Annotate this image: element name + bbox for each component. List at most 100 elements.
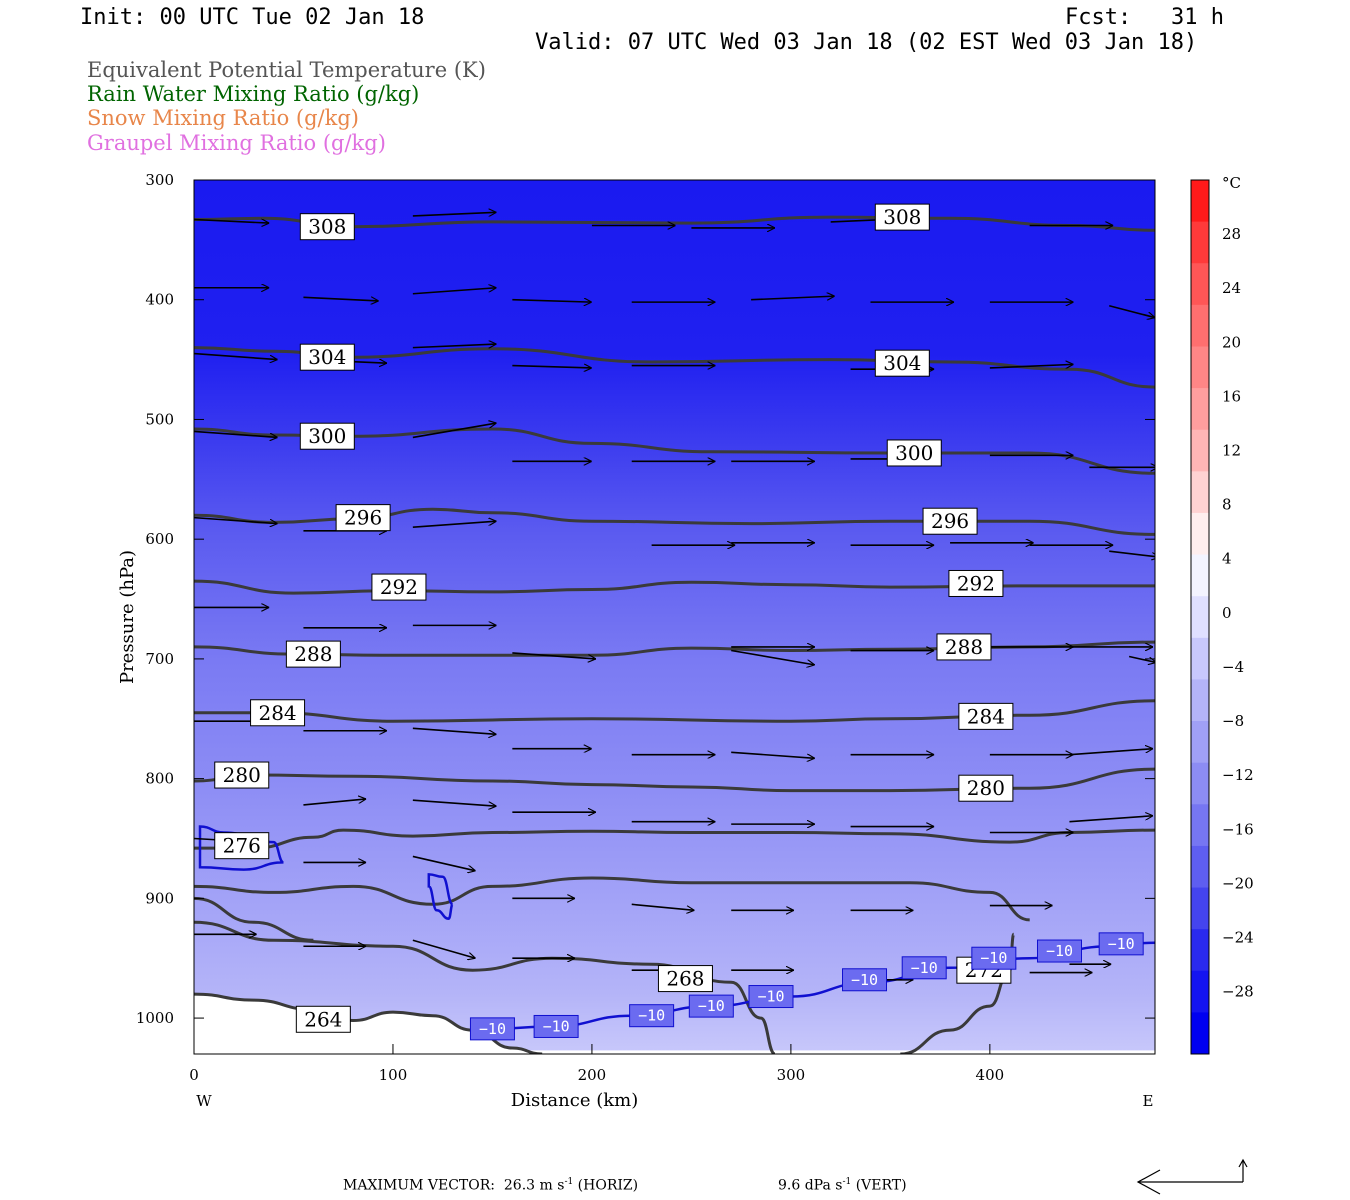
colorbar-swatch bbox=[1191, 554, 1209, 597]
contour-label-box bbox=[335, 504, 391, 532]
wind-vector bbox=[412, 344, 497, 349]
contour-label: 292 bbox=[957, 571, 995, 595]
y-axis-label: Pressure (hPa) bbox=[117, 550, 138, 684]
isotherm-label-box bbox=[748, 985, 794, 1009]
isotherm-label: −10 bbox=[479, 1020, 506, 1038]
colorbar-label: 0 bbox=[1222, 604, 1232, 622]
colorbar-swatch bbox=[1191, 471, 1209, 514]
isotherm-label-box bbox=[469, 1017, 515, 1041]
y-tick-label: 1000 bbox=[136, 1009, 174, 1027]
colorbar-label: 16 bbox=[1222, 387, 1241, 405]
contour-label: 304 bbox=[308, 345, 346, 369]
wind-vector bbox=[412, 799, 497, 806]
contour-label-box bbox=[299, 343, 355, 371]
horiz-unit: m s bbox=[539, 1177, 565, 1194]
colorbar-label: 20 bbox=[1222, 333, 1241, 351]
horiz-value: 26.3 bbox=[503, 1177, 536, 1194]
contour-label-box bbox=[299, 213, 355, 241]
isotherm-label: −10 bbox=[543, 1017, 570, 1035]
contour-label-box bbox=[285, 640, 341, 668]
wind-vector bbox=[1109, 550, 1155, 557]
contour-label: 308 bbox=[308, 215, 346, 239]
wind-vector bbox=[412, 212, 497, 217]
isotherm-label: −10 bbox=[980, 949, 1007, 967]
plot-background bbox=[194, 180, 1155, 1054]
x-tick-label: 200 bbox=[578, 1066, 607, 1084]
colorbar-swatch bbox=[1191, 221, 1209, 264]
wind-vector bbox=[194, 218, 269, 224]
contour-label: 300 bbox=[308, 424, 346, 448]
y-tick-label: 400 bbox=[145, 291, 174, 309]
wind-vector bbox=[194, 352, 278, 360]
wind-vector bbox=[1128, 655, 1155, 663]
x-tick-label: 0 bbox=[189, 1066, 199, 1084]
contour-label-box bbox=[958, 774, 1014, 802]
contour-label: 288 bbox=[945, 635, 983, 659]
colorbar-swatch bbox=[1191, 970, 1209, 1013]
colorbar-label: −20 bbox=[1222, 874, 1254, 892]
colorbar-label: 8 bbox=[1222, 496, 1232, 514]
isotherm-label: −10 bbox=[911, 959, 938, 977]
isotherm-label-box bbox=[1036, 939, 1082, 963]
contour-label-box bbox=[922, 507, 978, 535]
below-ground-area bbox=[194, 994, 1155, 1054]
isotherm-label-box bbox=[842, 968, 888, 992]
wind-vector bbox=[631, 903, 695, 910]
colorbar-swatch bbox=[1191, 346, 1209, 389]
colorbar-label: 28 bbox=[1222, 225, 1241, 243]
isotherm-label: −10 bbox=[1108, 935, 1135, 953]
colorbar-swatch bbox=[1191, 596, 1209, 639]
contour-label-box bbox=[886, 439, 942, 467]
contour-label-box bbox=[299, 422, 355, 450]
contour-label: 292 bbox=[380, 575, 418, 599]
wind-vector bbox=[194, 516, 278, 524]
isotherm-label: −10 bbox=[698, 997, 725, 1015]
x-tick-label: 100 bbox=[379, 1066, 408, 1084]
y-tick-label: 700 bbox=[145, 650, 174, 668]
wind-vector bbox=[412, 288, 497, 295]
vert-key-arrowhead bbox=[1238, 1158, 1248, 1168]
colorbar-label: 24 bbox=[1222, 279, 1241, 297]
wind-vector bbox=[412, 855, 476, 870]
colorbar-label: −28 bbox=[1222, 983, 1254, 1001]
contour-label: 284 bbox=[258, 701, 296, 725]
colorbar-label: −24 bbox=[1222, 928, 1254, 946]
init-time: Init: 00 UTC Tue 02 Jan 18 bbox=[80, 5, 425, 30]
isotherm-label-box bbox=[971, 946, 1017, 970]
y-tick-label: 900 bbox=[145, 889, 174, 907]
x-tick-label: 400 bbox=[976, 1066, 1005, 1084]
horiz-key-arrowhead bbox=[1136, 1169, 1161, 1195]
isotherm-label-box bbox=[901, 956, 947, 980]
y-tick-label: 500 bbox=[145, 410, 174, 428]
legend-rain-water: Rain Water Mixing Ratio (g/kg) bbox=[87, 82, 420, 106]
contour-label-box bbox=[250, 699, 306, 727]
colorbar-label: −8 bbox=[1222, 712, 1244, 730]
colorbar-swatch bbox=[1191, 721, 1209, 764]
colorbar-label: 12 bbox=[1222, 442, 1241, 460]
legend-graupel: Graupel Mixing Ratio (g/kg) bbox=[87, 131, 386, 155]
isotherm-label-box bbox=[1098, 932, 1144, 956]
wind-vector bbox=[1069, 816, 1153, 823]
colorbar-label: −12 bbox=[1222, 766, 1254, 784]
contour-label: 296 bbox=[931, 509, 969, 533]
wind-vector bbox=[412, 423, 497, 439]
contour-label: 300 bbox=[895, 441, 933, 465]
contour-label-box bbox=[657, 965, 713, 993]
x-axis-label: Distance (km) bbox=[511, 1090, 638, 1111]
plot-frame bbox=[193, 179, 1156, 1055]
contour-label-box bbox=[948, 569, 1004, 597]
max-vector-label: MAXIMUM VECTOR: bbox=[343, 1177, 495, 1194]
contour-label-box bbox=[214, 832, 270, 860]
wind-vector bbox=[731, 649, 815, 665]
max-vector-key bbox=[1136, 1158, 1248, 1195]
wind-vector bbox=[1069, 749, 1153, 756]
colorbar-swatch bbox=[1191, 429, 1209, 472]
wind-vector bbox=[412, 727, 497, 734]
isotherm-loop bbox=[427, 873, 454, 920]
contour-label: 268 bbox=[666, 967, 704, 991]
vert-tag: (VERT) bbox=[855, 1177, 907, 1194]
contour-label: 288 bbox=[294, 642, 332, 666]
vert-unit: dPa s bbox=[804, 1177, 843, 1194]
surface-strip bbox=[194, 1050, 1155, 1054]
